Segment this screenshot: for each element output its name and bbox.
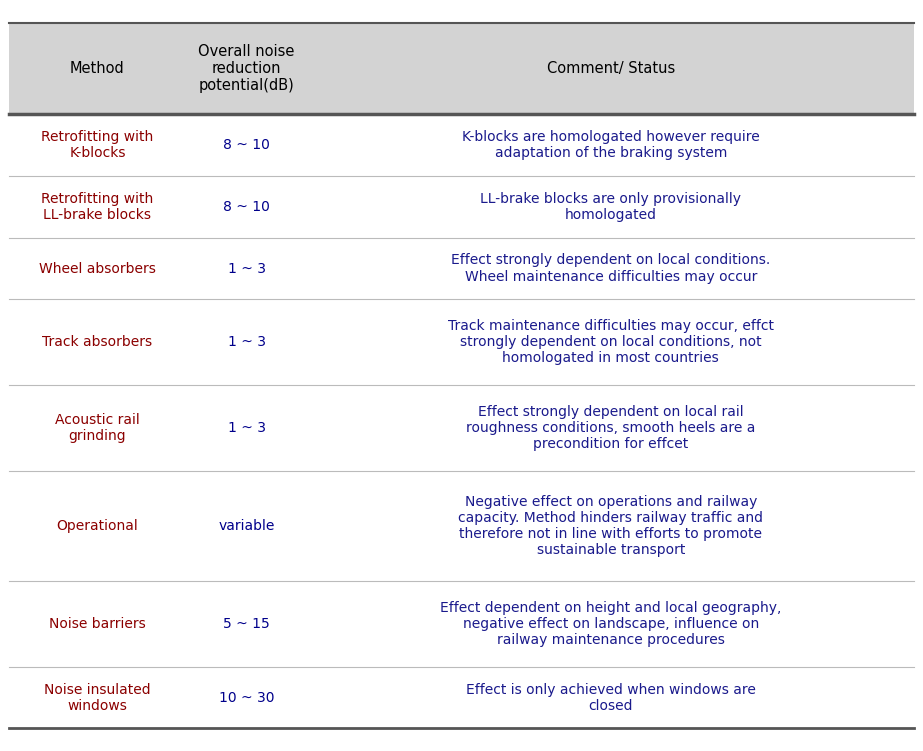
Text: Noise barriers: Noise barriers: [49, 617, 146, 631]
Bar: [9, 471, 914, 581]
Text: Retrofitting with
LL-brake blocks: Retrofitting with LL-brake blocks: [42, 192, 153, 222]
Text: Effect strongly dependent on local conditions.
Wheel maintenance difficulties ma: Effect strongly dependent on local condi…: [451, 253, 771, 284]
Bar: [9, 385, 914, 471]
Text: Operational: Operational: [56, 519, 138, 533]
Text: Effect strongly dependent on local rail
roughness conditions, smooth heels are a: Effect strongly dependent on local rail …: [466, 405, 755, 451]
Text: Effect dependent on height and local geography,
negative effect on landscape, in: Effect dependent on height and local geo…: [440, 601, 782, 647]
Text: Track absorbers: Track absorbers: [42, 335, 152, 349]
Text: Method: Method: [70, 61, 125, 76]
Text: 1 ~ 3: 1 ~ 3: [228, 261, 266, 276]
Bar: [9, 176, 914, 238]
Bar: [9, 667, 914, 728]
Bar: [9, 300, 914, 385]
Text: K-blocks are homologated however require
adaptation of the braking system: K-blocks are homologated however require…: [462, 130, 760, 160]
Text: Retrofitting with
K-blocks: Retrofitting with K-blocks: [42, 130, 153, 160]
Text: Wheel absorbers: Wheel absorbers: [39, 261, 156, 276]
Text: Overall noise
reduction
potential(dB): Overall noise reduction potential(dB): [198, 44, 294, 93]
Text: 1 ~ 3: 1 ~ 3: [228, 335, 266, 349]
Text: 8 ~ 10: 8 ~ 10: [223, 138, 270, 152]
Text: Noise insulated
windows: Noise insulated windows: [44, 683, 150, 713]
Bar: [9, 581, 914, 667]
Text: Effect is only achieved when windows are
closed: Effect is only achieved when windows are…: [466, 683, 756, 713]
Text: 10 ~ 30: 10 ~ 30: [219, 691, 274, 704]
Text: Negative effect on operations and railway
capacity. Method hinders railway traff: Negative effect on operations and railwa…: [458, 495, 763, 557]
Text: variable: variable: [219, 519, 275, 533]
Bar: [9, 238, 914, 300]
Text: 1 ~ 3: 1 ~ 3: [228, 421, 266, 435]
Text: 5 ~ 15: 5 ~ 15: [223, 617, 270, 631]
Text: Comment/ Status: Comment/ Status: [546, 61, 675, 76]
Text: Acoustic rail
grinding: Acoustic rail grinding: [55, 413, 139, 443]
Text: 8 ~ 10: 8 ~ 10: [223, 200, 270, 214]
Bar: [9, 114, 914, 176]
Text: Track maintenance difficulties may occur, effct
strongly dependent on local cond: Track maintenance difficulties may occur…: [448, 319, 773, 366]
Bar: [9, 23, 914, 114]
Text: LL-brake blocks are only provisionally
homologated: LL-brake blocks are only provisionally h…: [480, 192, 741, 222]
